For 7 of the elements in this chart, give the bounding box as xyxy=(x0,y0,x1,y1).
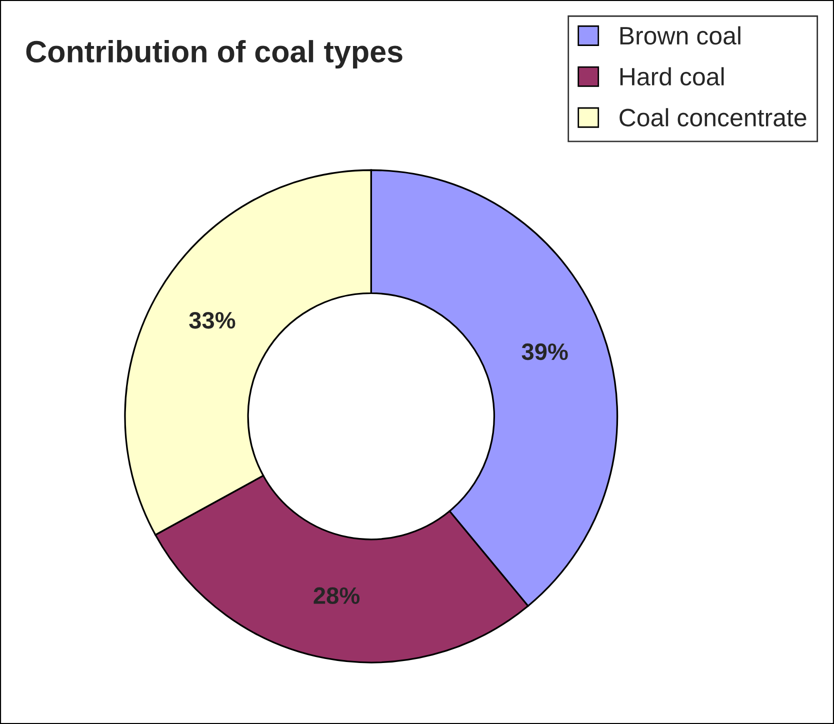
data-label: 39% xyxy=(522,343,568,360)
legend-label: Coal concentrate xyxy=(620,108,806,126)
data-label: 28% xyxy=(314,587,360,604)
legend-label: Hard coal xyxy=(620,67,724,86)
legend-label: Brown coal xyxy=(620,26,740,45)
data-label: 33% xyxy=(189,312,236,329)
text: Contribution of coal types xyxy=(26,40,402,69)
